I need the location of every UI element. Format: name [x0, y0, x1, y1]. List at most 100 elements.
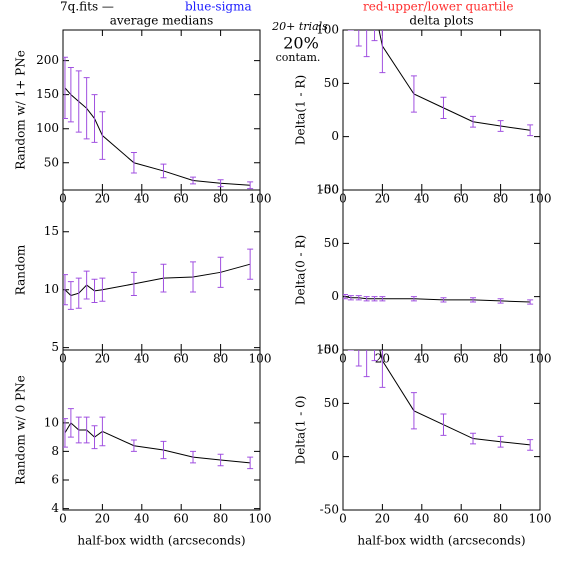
x-tick-label: 80 [493, 512, 508, 526]
series-line [366, 350, 531, 446]
error-bar [63, 418, 68, 448]
y-tick-label: 100 [36, 121, 59, 135]
plot-area [343, 294, 534, 305]
error-bar [363, 30, 370, 58]
error-bar [99, 277, 106, 302]
x-tick-label: 20 [95, 192, 110, 206]
error-bar [497, 435, 504, 448]
x-tick-label: 0 [339, 512, 347, 526]
series-line [64, 422, 251, 464]
error-bar [247, 248, 254, 280]
error-bar [470, 432, 477, 445]
plot-area [63, 248, 254, 310]
error-bar [217, 179, 224, 188]
error-bar [363, 350, 370, 378]
error-bar [83, 416, 90, 444]
x-axis-label: half-box width (arcseconds) [357, 534, 525, 548]
error-bar [347, 30, 354, 31]
plot-area [342, 0, 534, 137]
y-tick-label: 5 [51, 340, 59, 354]
error-bar [247, 181, 254, 190]
error-bar [190, 261, 197, 293]
plot-frame [62, 349, 261, 511]
error-bar [355, 30, 362, 47]
x-tick-label: 20 [375, 192, 390, 206]
x-tick-label: 60 [454, 512, 469, 526]
plot-area [63, 408, 254, 470]
y-tick-label: 0 [331, 289, 339, 303]
x-tick-label: 60 [174, 512, 189, 526]
x-tick-label: 40 [134, 192, 149, 206]
y-axis-label: Delta(1 - R) [294, 75, 308, 145]
error-bar [440, 413, 447, 436]
y-tick-label: -50 [320, 503, 339, 517]
x-tick-label: 60 [454, 192, 469, 206]
error-bar [347, 295, 354, 301]
plot-area [63, 56, 254, 190]
y-tick-label: 4 [51, 501, 59, 515]
error-bar [75, 416, 82, 444]
x-tick-label: 80 [213, 512, 228, 526]
quartile-label: red-upper/lower quartile [363, 0, 513, 14]
error-bar [190, 450, 197, 464]
y-tick-label: 10 [44, 282, 59, 296]
y-axis-label: Delta(0 - R) [294, 235, 308, 305]
error-bar [67, 281, 74, 310]
error-bar [440, 297, 447, 303]
plot-frame [342, 349, 541, 511]
error-bar [63, 56, 68, 120]
y-axis-label: Random w/ 1+ PNe [14, 50, 28, 170]
x-tick-label: 80 [213, 192, 228, 206]
x-tick-label: 40 [414, 512, 429, 526]
error-bar [355, 350, 362, 367]
error-bar [379, 350, 386, 388]
x-tick-label: 80 [493, 352, 508, 366]
error-bar [130, 439, 137, 452]
panel-title: delta plots [409, 14, 473, 28]
y-tick-label: 15 [44, 224, 59, 238]
x-tick-label: 60 [174, 352, 189, 366]
x-axis-label: half-box width (arcseconds) [77, 534, 245, 548]
error-bar [160, 440, 167, 460]
error-bar [379, 296, 386, 302]
plot-frame [342, 29, 541, 191]
error-bar [91, 278, 98, 303]
y-tick-label: -50 [320, 343, 339, 357]
error-bar [217, 453, 224, 467]
error-bar [99, 416, 106, 447]
x-tick-label: 60 [454, 352, 469, 366]
contam-label: contam. [276, 51, 321, 64]
error-bar [470, 297, 477, 303]
y-axis-label: Random [14, 244, 28, 295]
error-bar [363, 296, 370, 302]
sigma-label: blue-sigma [185, 0, 252, 14]
error-bar [410, 296, 417, 302]
y-tick-label: 200 [36, 53, 59, 67]
error-bar [83, 77, 90, 140]
y-tick-label: 50 [324, 76, 339, 90]
series-line [64, 87, 251, 186]
y-tick-label: 8 [51, 444, 59, 458]
plot-frame [342, 189, 541, 351]
x-tick-label: 80 [213, 352, 228, 366]
y-tick-label: 50 [324, 396, 339, 410]
y-tick-label: 50 [324, 236, 339, 250]
x-tick-label: 20 [375, 512, 390, 526]
x-tick-label: 100 [249, 512, 272, 526]
error-bar [410, 75, 417, 113]
error-bar [342, 0, 348, 19]
plot-area [347, 350, 534, 451]
error-bar [130, 271, 137, 297]
x-tick-label: 0 [59, 512, 67, 526]
y-tick-label: 100 [316, 343, 339, 357]
error-bar [67, 408, 74, 438]
y-tick-label: 6 [51, 473, 59, 487]
error-bar [470, 115, 477, 128]
error-bar [91, 94, 98, 143]
error-bar [160, 263, 167, 293]
y-tick-label: 150 [36, 87, 59, 101]
x-tick-label: 40 [134, 512, 149, 526]
y-tick-label: 0 [331, 129, 339, 143]
x-tick-label: 40 [414, 352, 429, 366]
